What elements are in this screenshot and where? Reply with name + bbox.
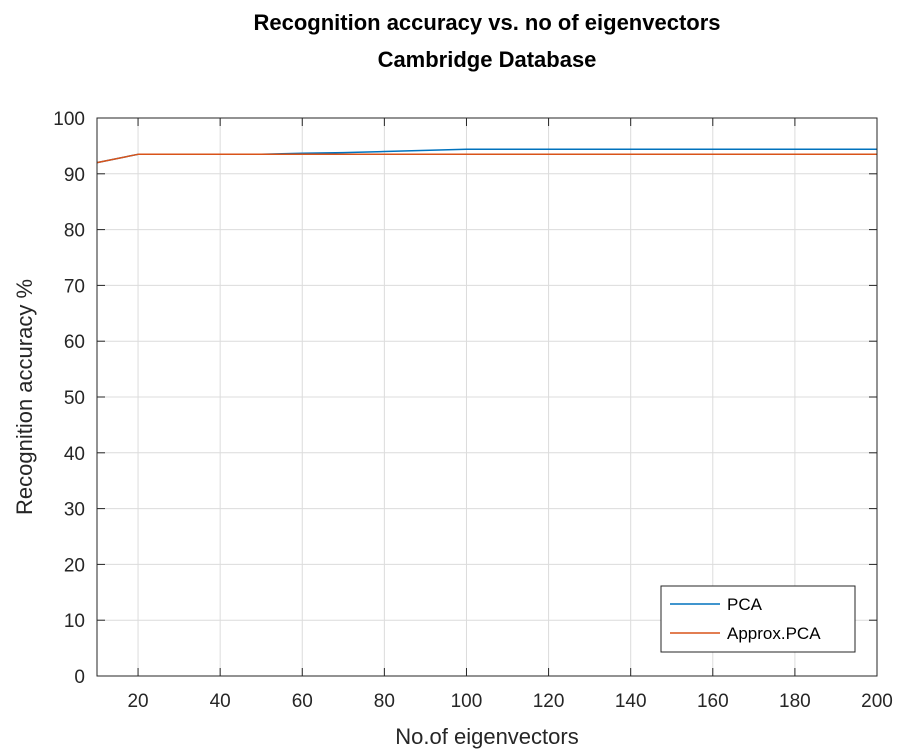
x-tick-label: 100 <box>451 691 483 712</box>
series-layer <box>96 148 877 164</box>
x-tick-label: 120 <box>533 691 565 712</box>
chart-title-line-1: Recognition accuracy vs. no of eigenvect… <box>253 10 720 35</box>
legend-label-approx-pca: Approx.PCA <box>727 624 821 643</box>
x-tick-label: 200 <box>861 691 893 712</box>
y-tick-label: 10 <box>64 611 85 632</box>
x-tick-label: 40 <box>210 691 231 712</box>
tick-labels: 20 40 60 80 100 120 140 160 180 200 0 10 20 30 40 50 60 7… <box>53 109 893 712</box>
series-line-approx-pca <box>96 153 877 164</box>
y-tick-label: 20 <box>64 555 85 576</box>
x-axis-label: No.of eigenvectors <box>395 724 578 749</box>
y-tick-label: 50 <box>64 388 85 409</box>
y-tick-label: 100 <box>53 109 85 130</box>
y-tick-label: 30 <box>64 500 85 521</box>
grid <box>97 118 878 676</box>
x-tick-label: 60 <box>292 691 313 712</box>
ticks <box>97 117 878 677</box>
y-tick-label: 70 <box>64 276 85 297</box>
y-axis-label: Recognition accuracy % <box>12 279 37 515</box>
x-tick-label: 140 <box>615 691 647 712</box>
x-tick-label: 20 <box>127 691 148 712</box>
y-tick-label: 60 <box>64 332 85 353</box>
legend: PCA Approx.PCA <box>660 585 856 653</box>
x-tick-label: 80 <box>374 691 395 712</box>
x-tick-label: 160 <box>697 691 729 712</box>
y-tick-label: 0 <box>74 667 85 688</box>
chart-title-line-2: Cambridge Database <box>378 47 597 72</box>
x-tick-label: 180 <box>779 691 811 712</box>
y-tick-label: 90 <box>64 165 85 186</box>
legend-label-pca: PCA <box>727 595 763 614</box>
legend-box <box>660 585 856 653</box>
y-tick-label: 40 <box>64 444 85 465</box>
y-tick-label: 80 <box>64 221 85 242</box>
